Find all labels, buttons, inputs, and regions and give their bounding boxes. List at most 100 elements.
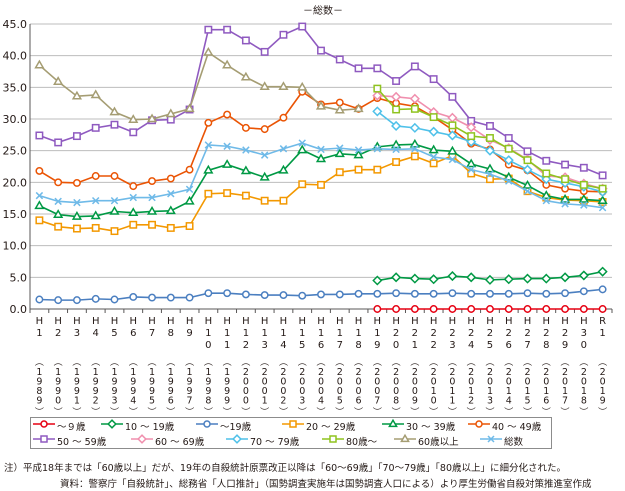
data-point xyxy=(53,209,64,218)
x-tick-era-char: 3 xyxy=(261,340,267,351)
data-point xyxy=(503,274,514,285)
data-point xyxy=(109,205,120,215)
data-point xyxy=(298,139,306,147)
series-6 xyxy=(35,22,607,180)
data-point xyxy=(185,185,194,194)
data-point xyxy=(148,220,156,229)
x-tick-year-char: 0 xyxy=(412,386,418,397)
y-tick-label: 0.0 xyxy=(10,303,28,316)
legend-label: 80歳～ xyxy=(346,436,378,448)
data-point xyxy=(484,274,496,285)
legend-swatch xyxy=(282,420,304,428)
x-tick-era-char: 7 xyxy=(524,340,530,351)
x-tick-year-char: 1 xyxy=(449,396,455,407)
y-tick-label: 20.0 xyxy=(3,176,28,189)
data-point xyxy=(165,205,176,215)
x-tick-paren: ︵ xyxy=(467,358,476,368)
legend-label: 20 ～ 29歳 xyxy=(306,421,356,433)
data-point xyxy=(561,200,569,208)
data-point xyxy=(297,81,308,91)
x-tick-paren: ︵ xyxy=(561,358,570,368)
x-tick-era-char: H xyxy=(336,316,344,327)
data-point xyxy=(223,25,232,34)
y-tick-label: 45.0 xyxy=(3,18,28,31)
data-point xyxy=(223,289,232,298)
x-tick-year-char: 2 xyxy=(337,367,343,378)
x-tick-paren: ︶ xyxy=(185,407,194,418)
data-point xyxy=(448,121,457,130)
x-tick-year-char: 0 xyxy=(356,386,362,397)
legend-swatch xyxy=(322,435,344,443)
data-point xyxy=(35,191,44,200)
data-point xyxy=(541,273,552,284)
data-point xyxy=(598,285,607,294)
x-tick-paren: ︵ xyxy=(166,358,175,368)
data-point xyxy=(522,164,533,175)
x-tick-era-char: H xyxy=(355,316,363,327)
x-tick-year-char: 1 xyxy=(130,367,136,378)
data-point xyxy=(409,138,420,148)
data-point xyxy=(204,118,213,127)
data-point xyxy=(129,193,137,202)
data-point xyxy=(486,289,494,298)
x-tick-era-char: 2 xyxy=(412,328,418,339)
x-tick-paren: ︵ xyxy=(316,358,325,368)
data-point xyxy=(372,90,383,101)
data-point xyxy=(166,115,175,124)
data-point xyxy=(109,106,120,116)
x-tick-paren: ︶ xyxy=(561,407,570,418)
data-point xyxy=(279,291,288,300)
x-tick-paren: ︵ xyxy=(204,358,213,368)
x-tick-era-char: H xyxy=(148,316,156,327)
x-tick-year-char: 1 xyxy=(262,396,268,407)
x-tick-paren: ︶ xyxy=(54,407,63,418)
x-tick-year-char: 0 xyxy=(449,377,455,388)
x-axis: H1︵1989︶H2︵1990︶H3︵1991︶H4︵1992︶H5︵1993︶… xyxy=(29,309,613,418)
data-point xyxy=(486,170,494,178)
legend-swatch xyxy=(394,433,416,443)
x-tick-era-char: R xyxy=(599,316,606,327)
x-tick-era-char: 2 xyxy=(562,328,568,339)
x-tick-era-char: 8 xyxy=(168,328,174,339)
data-point xyxy=(72,179,81,187)
data-point xyxy=(373,145,382,153)
x-tick-year-char: 9 xyxy=(149,377,155,388)
data-point xyxy=(447,145,458,155)
data-point xyxy=(560,272,571,283)
x-tick-year-char: 9 xyxy=(187,377,193,388)
y-tick-label: 5.0 xyxy=(10,271,28,284)
legend-swatch xyxy=(480,435,502,443)
series-0 xyxy=(373,305,607,313)
x-tick-year-char: 7 xyxy=(562,396,568,407)
data-point xyxy=(579,163,588,172)
x-tick-year-char: 9 xyxy=(149,386,155,397)
legend-label: 50 ～ 59歳 xyxy=(57,436,107,448)
x-tick-year-char: 0 xyxy=(524,377,530,388)
x-tick-year-char: 1 xyxy=(543,386,549,397)
data-point xyxy=(90,210,101,220)
legend-item: 60 ～ 69歳 xyxy=(129,433,224,448)
data-point xyxy=(335,168,344,177)
x-tick-paren: ︶ xyxy=(148,407,157,418)
x-tick-era-char: 2 xyxy=(393,328,399,339)
data-point xyxy=(542,169,551,178)
data-point xyxy=(72,296,81,305)
x-tick-year-char: 2 xyxy=(431,367,437,378)
data-point xyxy=(35,131,44,140)
legend-item: ～９歳 xyxy=(31,418,99,433)
x-tick-paren: ︶ xyxy=(448,407,457,418)
x-tick-paren: ︶ xyxy=(523,407,532,418)
x-tick-year-char: 9 xyxy=(130,386,136,397)
x-tick-year-char: 9 xyxy=(130,377,136,388)
data-point xyxy=(561,305,570,313)
x-tick-era-char: H xyxy=(317,316,325,327)
y-tick-label: 25.0 xyxy=(3,145,28,158)
x-tick-era-char: H xyxy=(54,316,62,327)
x-tick-year-char: 1 xyxy=(149,367,155,378)
x-tick-era-char: 2 xyxy=(468,328,474,339)
